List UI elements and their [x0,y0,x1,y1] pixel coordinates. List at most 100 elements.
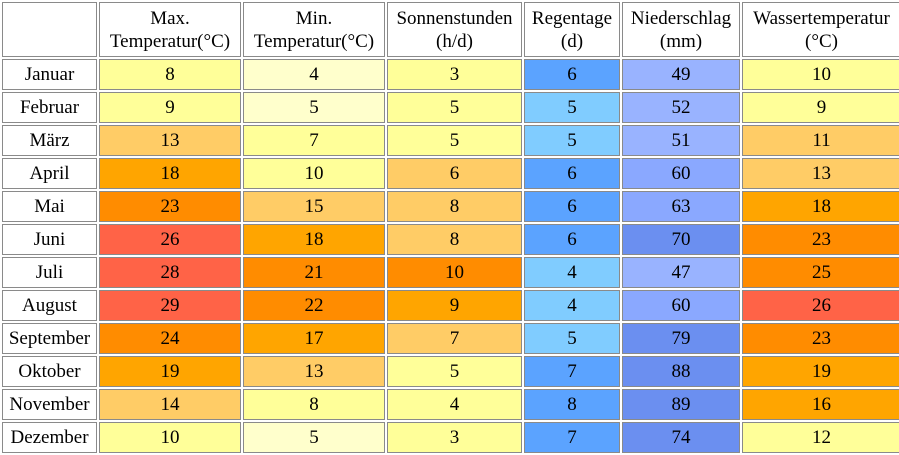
value-cell-precip: 51 [622,125,740,156]
value-cell-rain-days: 7 [524,422,620,453]
value-cell-min-temp: 22 [243,290,385,321]
month-label: Januar [2,59,97,90]
value-cell-min-temp: 8 [243,389,385,420]
table-row: März 13 7 5 5 51 11 [2,125,899,156]
col-header-line2: Temperatur(°C) [253,30,375,52]
value-cell-max-temp: 28 [99,257,241,288]
value-cell-rain-days: 7 [524,356,620,387]
value-cell-sun-hours: 3 [387,59,522,90]
table-row: September 24 17 7 5 79 23 [2,323,899,354]
value-cell-water-temp: 12 [742,422,899,453]
value-cell-max-temp: 14 [99,389,241,420]
table-row: Juni 26 18 8 6 70 23 [2,224,899,255]
col-header-line1: Max. [150,7,190,29]
col-header-max-temp: Max. Temperatur(°C) [99,2,241,57]
col-header-rain-days: Regentage (d) [524,2,620,57]
value-cell-sun-hours: 3 [387,422,522,453]
value-cell-rain-days: 8 [524,389,620,420]
value-cell-rain-days: 4 [524,290,620,321]
value-cell-sun-hours: 5 [387,92,522,123]
value-cell-sun-hours: 4 [387,389,522,420]
value-cell-max-temp: 24 [99,323,241,354]
month-label: Juni [2,224,97,255]
col-header-line1: Sonnenstunden [396,7,513,29]
col-header-water-temp: Wassertemperatur (°C) [742,2,899,57]
col-header-line1: Wassertemperatur [753,7,890,29]
value-cell-precip: 60 [622,290,740,321]
table-body: Januar 8 4 3 6 49 10 Februar 9 5 5 5 52 9 März 13 7 5 5 51 1… [2,59,899,453]
col-header-line2: (°C) [805,30,838,52]
value-cell-max-temp: 13 [99,125,241,156]
month-label: Mai [2,191,97,222]
table-row: Januar 8 4 3 6 49 10 [2,59,899,90]
value-cell-max-temp: 19 [99,356,241,387]
month-label: August [2,290,97,321]
value-cell-min-temp: 17 [243,323,385,354]
value-cell-water-temp: 18 [742,191,899,222]
value-cell-precip: 70 [622,224,740,255]
value-cell-min-temp: 10 [243,158,385,189]
value-cell-water-temp: 10 [742,59,899,90]
value-cell-rain-days: 5 [524,125,620,156]
table-row: August 29 22 9 4 60 26 [2,290,899,321]
value-cell-max-temp: 23 [99,191,241,222]
value-cell-precip: 49 [622,59,740,90]
value-cell-water-temp: 19 [742,356,899,387]
value-cell-min-temp: 21 [243,257,385,288]
value-cell-min-temp: 13 [243,356,385,387]
table-row: Juli 28 21 10 4 47 25 [2,257,899,288]
month-label: September [2,323,97,354]
col-header-sun-hours: Sonnenstunden (h/d) [387,2,522,57]
value-cell-max-temp: 10 [99,422,241,453]
value-cell-sun-hours: 7 [387,323,522,354]
month-label: November [2,389,97,420]
col-header-line1: Niederschlag [630,7,732,29]
value-cell-max-temp: 8 [99,59,241,90]
value-cell-rain-days: 6 [524,59,620,90]
col-header-line2: (d) [560,30,584,52]
value-cell-rain-days: 5 [524,92,620,123]
col-header-line2: (h/d) [436,30,473,52]
value-cell-rain-days: 6 [524,191,620,222]
value-cell-precip: 47 [622,257,740,288]
value-cell-rain-days: 4 [524,257,620,288]
value-cell-water-temp: 13 [742,158,899,189]
value-cell-water-temp: 16 [742,389,899,420]
value-cell-sun-hours: 10 [387,257,522,288]
col-header-line1: Regentage [531,7,613,29]
value-cell-precip: 52 [622,92,740,123]
month-label: April [2,158,97,189]
value-cell-min-temp: 4 [243,59,385,90]
value-cell-sun-hours: 5 [387,125,522,156]
value-cell-sun-hours: 9 [387,290,522,321]
value-cell-water-temp: 23 [742,323,899,354]
month-label: März [2,125,97,156]
col-header-line1: Min. [295,7,333,29]
value-cell-water-temp: 9 [742,92,899,123]
value-cell-water-temp: 23 [742,224,899,255]
value-cell-min-temp: 18 [243,224,385,255]
month-label: Dezember [2,422,97,453]
header-row: Max. Temperatur(°C) Min. Temperatur(°C) … [2,2,899,57]
value-cell-max-temp: 18 [99,158,241,189]
value-cell-precip: 60 [622,158,740,189]
table-header: Max. Temperatur(°C) Min. Temperatur(°C) … [2,2,899,57]
value-cell-water-temp: 11 [742,125,899,156]
table-row: Oktober 19 13 5 7 88 19 [2,356,899,387]
table-row: Mai 23 15 8 6 63 18 [2,191,899,222]
value-cell-precip: 79 [622,323,740,354]
value-cell-precip: 88 [622,356,740,387]
table-row: Februar 9 5 5 5 52 9 [2,92,899,123]
value-cell-min-temp: 5 [243,92,385,123]
value-cell-max-temp: 9 [99,92,241,123]
corner-cell [2,2,97,57]
value-cell-min-temp: 5 [243,422,385,453]
value-cell-min-temp: 15 [243,191,385,222]
table-row: November 14 8 4 8 89 16 [2,389,899,420]
col-header-min-temp: Min. Temperatur(°C) [243,2,385,57]
value-cell-sun-hours: 6 [387,158,522,189]
col-header-line2: (mm) [659,30,703,52]
value-cell-precip: 63 [622,191,740,222]
value-cell-max-temp: 26 [99,224,241,255]
value-cell-sun-hours: 8 [387,191,522,222]
